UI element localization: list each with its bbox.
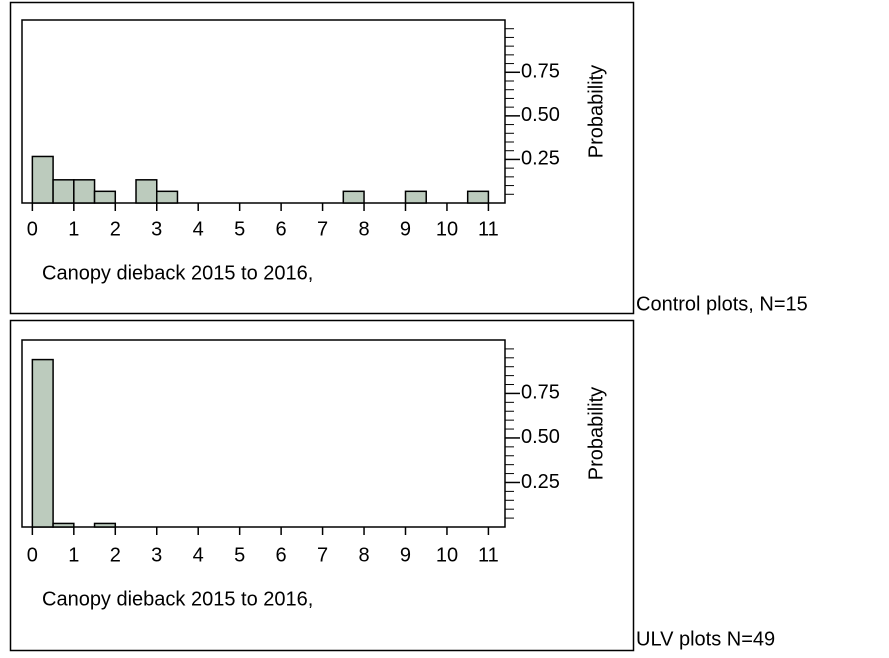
- x-axis-label: Canopy dieback 2015 to 2016,: [42, 262, 313, 284]
- x-tick-label: 8: [358, 218, 369, 240]
- x-tick-label: 10: [436, 544, 458, 566]
- x-tick-label: 9: [400, 218, 411, 240]
- bar: [135, 179, 158, 204]
- x-tick-label: 2: [110, 544, 121, 566]
- x-tick-label: 0: [27, 218, 38, 240]
- x-tick-label: 7: [317, 218, 328, 240]
- x-tick-label: 8: [358, 544, 369, 566]
- bar: [31, 358, 54, 528]
- y-tick-label: 0.50: [521, 426, 560, 448]
- x-tick-label: 2: [110, 218, 121, 240]
- x-tick-label: 1: [68, 544, 79, 566]
- plot-frame: [21, 339, 506, 528]
- y-axis-label: Probability: [585, 387, 607, 480]
- x-tick-label: 1: [68, 218, 79, 240]
- y-tick-label: 0.25: [521, 471, 560, 493]
- bar: [52, 522, 75, 528]
- y-axis-label: Probability: [585, 65, 607, 158]
- plot-frame: [21, 19, 506, 204]
- y-tick-label: 0.75: [521, 382, 560, 404]
- bar: [466, 190, 490, 204]
- bar: [404, 190, 427, 204]
- bar: [31, 155, 54, 204]
- x-tick-label: 9: [400, 544, 411, 566]
- x-tick-label: 4: [193, 544, 204, 566]
- x-tick-label: 5: [234, 218, 245, 240]
- bar: [73, 179, 96, 204]
- panel-frame: [9, 319, 635, 652]
- x-tick-label: 6: [276, 218, 287, 240]
- x-tick-label: 3: [151, 218, 162, 240]
- annotation: ULV plots N=49: [636, 628, 775, 650]
- x-tick-label: 0: [27, 544, 38, 566]
- x-tick-label: 5: [234, 544, 245, 566]
- bar: [93, 190, 117, 204]
- x-tick-label: 4: [193, 218, 204, 240]
- y-tick-label: 0.25: [521, 148, 560, 170]
- bar: [93, 522, 117, 528]
- x-tick-label: 6: [276, 544, 287, 566]
- x-tick-label: 11: [478, 544, 499, 566]
- bar: [155, 190, 179, 204]
- y-tick-label: 0.50: [521, 104, 560, 126]
- annotation: Control plots, N=15: [636, 293, 808, 315]
- x-tick-label: 7: [317, 544, 328, 566]
- bar: [52, 179, 75, 204]
- x-axis-label: Canopy dieback 2015 to 2016,: [42, 588, 313, 610]
- x-tick-label: 10: [436, 218, 458, 240]
- panel-frame: [9, 1, 635, 315]
- bar: [342, 190, 365, 204]
- x-tick-label: 3: [151, 544, 162, 566]
- x-tick-label: 11: [478, 218, 499, 240]
- y-tick-label: 0.75: [521, 61, 560, 83]
